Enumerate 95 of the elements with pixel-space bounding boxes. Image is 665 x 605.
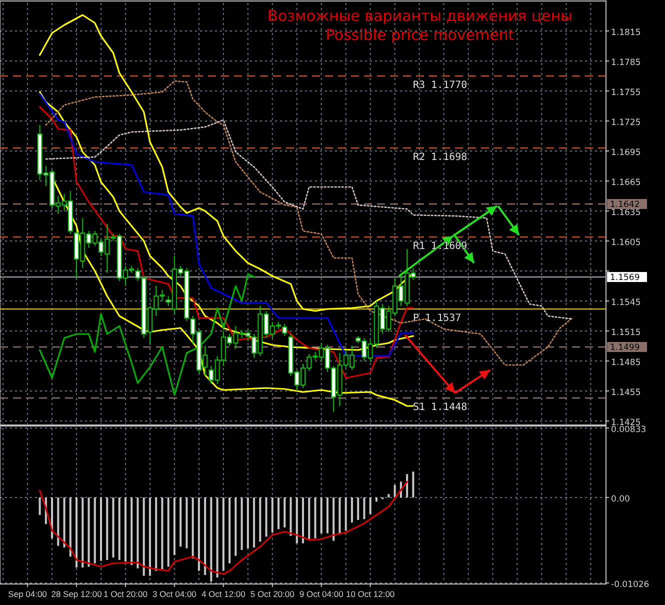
y-tick-label: 1.1545 bbox=[611, 298, 641, 308]
bar bbox=[142, 497, 145, 576]
bar bbox=[69, 497, 72, 557]
bar bbox=[302, 497, 304, 544]
bar bbox=[82, 497, 84, 568]
y-tick-label: 1.1635 bbox=[611, 208, 641, 218]
bar bbox=[100, 497, 102, 561]
y-tick-label: 0.00833 bbox=[611, 424, 646, 435]
bar bbox=[94, 497, 96, 564]
y-tick-label: 1.1665 bbox=[611, 178, 641, 188]
bar bbox=[106, 497, 108, 560]
bar bbox=[228, 497, 231, 564]
bar bbox=[290, 497, 292, 536]
bar bbox=[88, 497, 90, 567]
y-tick-label: 1.1515 bbox=[611, 328, 641, 338]
bar bbox=[38, 497, 41, 515]
ref-line-label: 1.1499 bbox=[610, 342, 640, 353]
y-tick-label: 1.1605 bbox=[611, 238, 641, 248]
x-tick-label: 3 Oct 04:00 bbox=[152, 589, 197, 599]
ref-line-label: S1 1.1448 bbox=[413, 402, 468, 413]
bar bbox=[375, 497, 378, 502]
bar bbox=[357, 497, 360, 520]
bar bbox=[338, 497, 341, 534]
bar bbox=[216, 497, 218, 578]
bar bbox=[332, 497, 335, 541]
bar bbox=[278, 497, 280, 530]
bar bbox=[320, 497, 322, 534]
bar bbox=[388, 494, 390, 498]
bar bbox=[136, 497, 139, 568]
ref-line-label: R2 1.1698 bbox=[413, 152, 468, 163]
line-series bbox=[38, 480, 408, 575]
x-tick-label: 4 Oct 12:00 bbox=[201, 589, 246, 599]
bar bbox=[234, 497, 237, 556]
bar bbox=[130, 497, 133, 565]
bar bbox=[314, 497, 316, 538]
bar bbox=[186, 497, 188, 548]
bar bbox=[412, 472, 414, 498]
bar bbox=[180, 497, 182, 547]
y-tick-label: 1.1785 bbox=[611, 58, 641, 68]
bar bbox=[240, 497, 243, 550]
bar bbox=[198, 497, 200, 571]
x-tick-label: Sep 04:00 bbox=[8, 589, 48, 599]
line-series bbox=[45, 80, 573, 366]
bar bbox=[192, 497, 194, 558]
text: Possible price movement bbox=[326, 26, 514, 44]
bar bbox=[284, 497, 286, 528]
bar bbox=[161, 497, 164, 570]
bar bbox=[265, 497, 268, 537]
x-tick-label: 1 Oct 20:00 bbox=[104, 589, 148, 599]
y-tick-label: -0.01026 bbox=[611, 580, 650, 590]
x-tick-label: 5 Oct 20:00 bbox=[250, 589, 295, 599]
y-tick-label: 1.1485 bbox=[611, 358, 641, 368]
bar bbox=[124, 497, 126, 562]
y-tick-label: 1.1455 bbox=[611, 388, 641, 398]
chart-title: Возможные варианты движения цены bbox=[268, 7, 572, 25]
x-tick-label: 10 Oct 12:00 bbox=[346, 589, 395, 599]
bar bbox=[363, 497, 366, 520]
y-tick-label: 1.1725 bbox=[611, 118, 641, 128]
ref-line-label: 1.1642 bbox=[610, 200, 640, 210]
bar bbox=[394, 484, 396, 498]
bar bbox=[210, 497, 212, 582]
y-tick-label: 1.1695 bbox=[611, 148, 641, 158]
bar bbox=[204, 497, 206, 575]
bar bbox=[259, 497, 262, 542]
bar bbox=[308, 497, 310, 540]
x-tick-label: 28 Sep 12:00 bbox=[51, 589, 102, 599]
bar bbox=[350, 497, 353, 522]
bar bbox=[344, 497, 347, 531]
bar bbox=[326, 497, 328, 534]
ref-line-label: R3 1.1770 bbox=[413, 80, 468, 91]
ref-line-label: 1.1569 bbox=[610, 272, 640, 283]
bar bbox=[173, 497, 176, 555]
bar bbox=[369, 497, 372, 514]
bar bbox=[76, 497, 78, 568]
line-series bbox=[38, 273, 255, 396]
bar bbox=[167, 497, 170, 567]
bar bbox=[406, 474, 408, 498]
y-tick-label: 1.1755 bbox=[611, 88, 641, 98]
line-series bbox=[45, 119, 573, 320]
bar bbox=[253, 497, 256, 548]
bar bbox=[271, 497, 274, 532]
bar bbox=[246, 497, 249, 548]
bar bbox=[148, 497, 151, 576]
y-tick-label: 0.00 bbox=[611, 494, 630, 504]
bar bbox=[57, 497, 60, 546]
bar bbox=[63, 497, 66, 548]
bar bbox=[51, 497, 54, 538]
bar bbox=[112, 497, 114, 558]
x-tick-label: 9 Oct 04:00 bbox=[299, 589, 344, 599]
bar bbox=[155, 497, 158, 571]
bar bbox=[296, 497, 298, 544]
y-tick-label: 1.1815 bbox=[611, 28, 641, 38]
bar bbox=[118, 497, 120, 560]
bar bbox=[222, 497, 224, 571]
candlestick bbox=[282, 324, 288, 336]
